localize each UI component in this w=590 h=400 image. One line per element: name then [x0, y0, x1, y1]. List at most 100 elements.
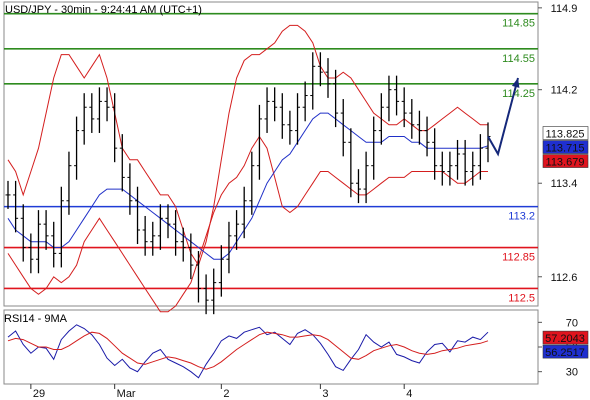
arrow-head — [511, 78, 520, 88]
price-bar — [295, 93, 301, 145]
time-tick-label: 4 — [406, 388, 412, 400]
rsi-red-line — [7, 331, 489, 370]
price-bar — [348, 128, 354, 198]
price-bar — [416, 110, 422, 145]
price-bar — [112, 93, 118, 163]
price-tag-box — [542, 154, 589, 168]
projection-arrow — [487, 77, 520, 157]
price-bar — [363, 151, 369, 204]
price-bar — [394, 75, 400, 116]
price-bar — [455, 139, 461, 180]
price-bar — [279, 93, 285, 139]
time-tick-label: 2 — [223, 388, 229, 400]
time-axis: 29 Mar 2 3 4 — [30, 384, 412, 400]
price-bar — [203, 274, 209, 315]
price-bar — [340, 99, 346, 157]
price-bar — [439, 151, 445, 186]
price-bar — [378, 93, 384, 145]
price-bar — [272, 87, 278, 122]
rsi-plot-frame — [3, 309, 539, 385]
rsi-tag-box — [542, 330, 589, 345]
price-bar — [119, 134, 125, 192]
level-label: 112.5 — [508, 292, 535, 304]
price-bar — [256, 104, 262, 180]
level-label: 114.85 — [502, 18, 535, 30]
price-bar — [13, 180, 19, 233]
price-bar — [51, 221, 57, 268]
main-plot-frame — [3, 1, 539, 307]
price-bar — [127, 163, 133, 215]
price-bar — [5, 180, 11, 209]
price-bar — [462, 139, 468, 186]
time-tick-label: 29 — [33, 388, 45, 400]
rsi-tags: 57.2043 56.2517 — [542, 330, 589, 359]
price-bar — [195, 251, 201, 303]
level-label: 112.85 — [502, 252, 535, 264]
price-tag-box — [542, 140, 589, 154]
price-bar — [43, 210, 49, 250]
rsi-label: RSI14 - 9MA — [4, 313, 68, 325]
time-tick-label: Mar — [117, 388, 136, 400]
price-bar — [218, 245, 224, 297]
moving-average — [7, 112, 489, 260]
price-tick-label: 114.2 — [551, 85, 578, 97]
level-label: 114.55 — [502, 53, 535, 65]
price-bar — [96, 87, 102, 133]
price-bar — [58, 186, 64, 268]
price-bar — [325, 58, 331, 98]
price-bar — [81, 93, 87, 145]
price-bars — [5, 52, 491, 315]
price-tag-label: 113.825 — [546, 129, 585, 141]
price-bar — [165, 204, 171, 239]
price-tick-label: 112.6 — [551, 272, 578, 284]
rsi-tag-box — [542, 344, 589, 359]
price-bar — [180, 227, 186, 262]
price-bar — [20, 204, 26, 262]
price-bar — [249, 151, 255, 215]
price-bar — [28, 233, 34, 274]
price-bar — [477, 134, 483, 180]
bollinger-lower-line — [7, 135, 488, 313]
price-bar — [74, 116, 80, 180]
price-tag-label: 113.715 — [546, 143, 585, 155]
level-label: 113.2 — [508, 211, 535, 223]
price-bar — [66, 151, 72, 215]
rsi-tick-label: 30 — [566, 367, 578, 379]
price-bar — [226, 221, 232, 274]
price-tags: 113.825 113.715 113.679 — [542, 126, 589, 169]
price-tag-box — [542, 126, 589, 140]
price-bar — [317, 52, 323, 87]
bollinger-upper-line — [7, 24, 488, 267]
bollinger-bands — [7, 24, 488, 313]
price-bar — [287, 110, 293, 145]
price-bar — [409, 99, 415, 139]
projection-path — [487, 77, 519, 157]
price-bar — [264, 87, 270, 133]
price-bar — [371, 116, 377, 180]
rsi-lines — [7, 324, 489, 379]
price-bar — [241, 186, 247, 239]
rsi-tag-label: 56.2517 — [545, 347, 585, 359]
price-bar — [135, 186, 141, 245]
price-bar — [401, 87, 407, 128]
price-tick-label: 113.4 — [551, 178, 578, 190]
price-bar — [35, 210, 41, 274]
level-label: 114.25 — [502, 88, 535, 100]
price-bar — [333, 69, 339, 128]
price-bar — [173, 210, 179, 256]
price-bar — [447, 151, 453, 186]
price-axis: 114.9 114.2 113.4 112.6 — [538, 3, 577, 284]
chart-title: USD/JPY - 30min - 9:24:41 AM (UTC+1) — [5, 4, 202, 16]
price-bar — [150, 221, 156, 256]
price-bar — [470, 151, 476, 186]
price-bar — [310, 52, 316, 110]
price-bar — [104, 87, 110, 122]
price-bar — [211, 268, 217, 315]
price-bar — [234, 210, 240, 250]
price-bar — [142, 215, 148, 256]
moving-average-line — [7, 112, 489, 260]
price-tick-label: 114.9 — [551, 3, 578, 15]
price-bar — [157, 204, 163, 250]
